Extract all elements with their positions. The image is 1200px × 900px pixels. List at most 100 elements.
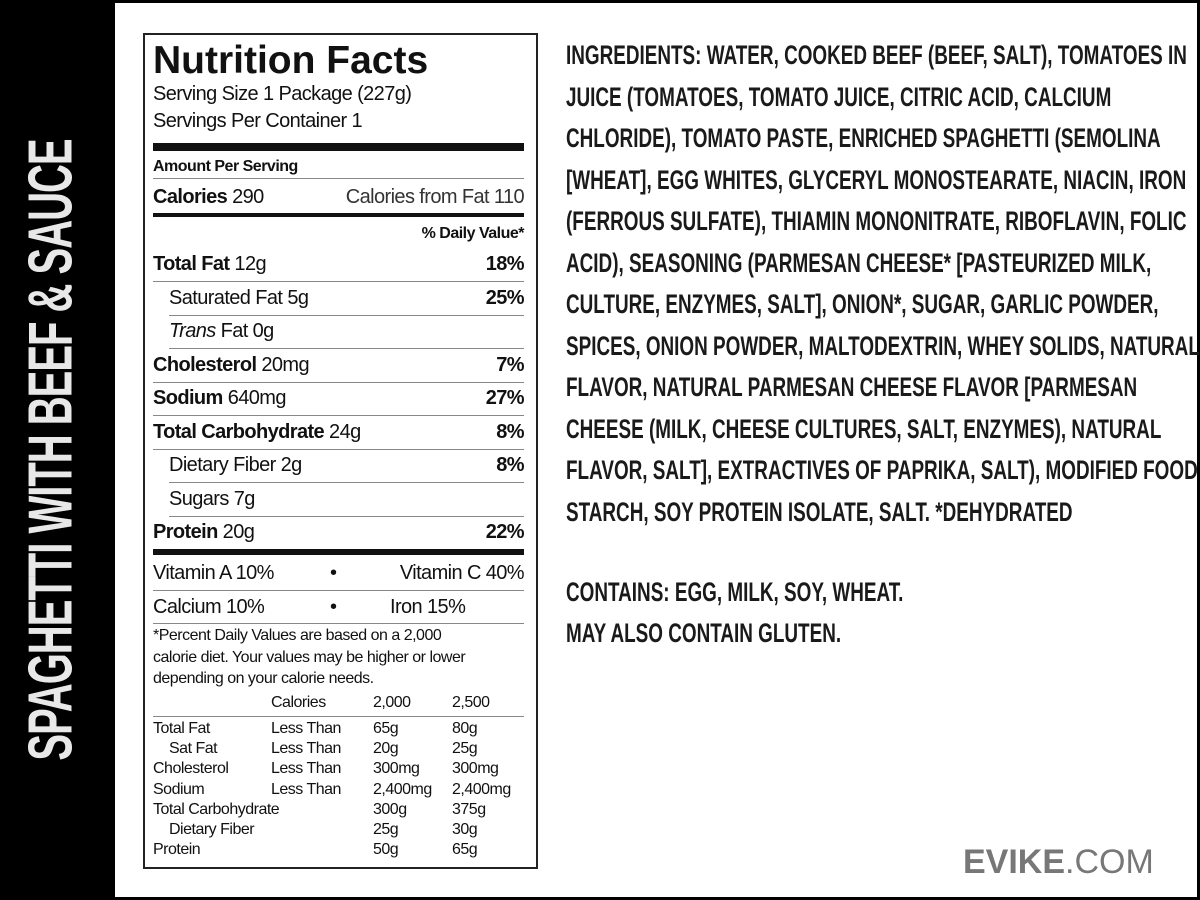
nutrient-row: Saturated Fat 5g	[169, 286, 309, 310]
reference-table-cell: 2,400mg	[452, 780, 511, 798]
reference-table-cell: 80g	[452, 720, 478, 737]
daily-value: 8%	[496, 420, 524, 443]
bullet: •	[330, 562, 337, 584]
divider	[153, 549, 524, 555]
reference-table-cell: 300mg	[452, 760, 499, 778]
serving-size: Serving Size 1 Package (227g)	[153, 83, 412, 105]
reference-table-cell: Sat Fat	[169, 740, 218, 758]
ingredients-text: (FERROUS SULFATE), THIAMIN MONONITRATE, …	[566, 206, 1187, 236]
reference-table-cell: Total Carbohydrate	[153, 800, 280, 818]
calcium: Calcium 10%	[153, 596, 265, 618]
nutrient-name: Dietary Fiber	[169, 454, 276, 476]
ingredients-line: JUICE (TOMATOES, TOMATO JUICE, CITRIC AC…	[566, 82, 1111, 113]
ingredients-line: FLAVOR, SALT], EXTRACTIVES OF PAPRIKA, S…	[566, 455, 1198, 486]
table-header: 2,500	[452, 694, 490, 711]
divider	[153, 415, 524, 416]
ingredients-line: (FERROUS SULFATE), THIAMIN MONONITRATE, …	[566, 206, 1187, 237]
daily-value: 25%	[485, 286, 525, 309]
daily-value: 27%	[485, 387, 525, 409]
ingredients-heading: INGREDIENTS:	[566, 40, 702, 70]
servings-per-container: Servings Per Container 1	[153, 110, 363, 132]
footnote-line: calorie diet. Your values may be higher …	[153, 649, 466, 666]
nutrient-name: Total Carbohydrate	[153, 420, 325, 443]
daily-value: 18%	[485, 253, 525, 275]
ingredients-text: FLAVOR, NATURAL PARMESAN CHEESE FLAVOR […	[566, 372, 1138, 402]
footnote-line: depending on your calorie needs.	[153, 670, 374, 687]
reference-table-cell: Total Fat	[153, 720, 210, 737]
divider	[153, 448, 524, 450]
nutrient-name: Sugars	[169, 487, 229, 510]
reference-table-cell: Protein	[153, 841, 201, 859]
nutrient-row: Dietary Fiber 2g	[169, 454, 302, 477]
divider	[169, 482, 524, 483]
divider	[169, 515, 524, 517]
divider	[153, 213, 524, 217]
divider	[153, 143, 524, 151]
nutrient-row: Total Carbohydrate 24g	[153, 421, 361, 444]
daily-value: 7%	[496, 353, 524, 376]
nutrient-row: Sugars 7g	[169, 488, 255, 511]
nutrient-amount: 640mg	[227, 387, 287, 409]
ingredients-text: STARCH, SOY PROTEIN ISOLATE, SALT. *DEHY…	[566, 496, 1073, 527]
ingredients-line: [WHEAT], EGG WHITES, GLYCERYL MONOSTEARA…	[566, 165, 1186, 196]
calories-row: Calories 290	[153, 186, 264, 208]
reference-table-cell: 50g	[373, 841, 399, 859]
nutrient-amount: 12g	[234, 253, 266, 275]
nutrient-name: Protein	[153, 521, 218, 543]
reference-table-cell: Sodium	[153, 780, 205, 798]
allergen-statement: MAY ALSO CONTAIN GLUTEN.	[566, 618, 842, 648]
ingredients-text: SPICES, ONION POWDER, MALTODEXTRIN, WHEY…	[566, 330, 1200, 361]
ingredients-text: CULTURE, ENZYMES, SALT], ONION*, SUGAR, …	[566, 289, 1159, 319]
ingredients-line: STARCH, SOY PROTEIN ISOLATE, SALT. *DEHY…	[566, 497, 1072, 528]
reference-table-cell: 25g	[373, 821, 399, 838]
daily-value: 8%	[496, 454, 524, 476]
reference-table-cell: Less Than	[271, 760, 341, 778]
ingredients-text: CHEESE (MILK, CHEESE CULTURES, SALT, ENZ…	[566, 413, 1162, 444]
ingredients-line: CULTURE, ENZYMES, SALT], ONION*, SUGAR, …	[566, 289, 1159, 320]
footnote-line: *Percent Daily Values are based on a 2,0…	[153, 627, 442, 644]
calories-from-fat: Calories from Fat 110	[345, 186, 525, 208]
reference-table-cell: Cholesterol	[153, 760, 229, 778]
nutrient-name: Trans	[169, 320, 216, 342]
allergen-statement: CONTAINS: EGG, MILK, SOY, WHEAT.	[566, 577, 904, 607]
divider	[169, 348, 524, 349]
divider	[153, 281, 524, 282]
nutrient-name: Total Fat	[153, 253, 230, 275]
reference-table-cell: Less Than	[271, 720, 341, 737]
amount-per-serving: Amount Per Serving	[153, 158, 298, 175]
divider	[153, 381, 524, 383]
nutrient-row: Cholesterol 20mg	[153, 353, 310, 377]
bullet: •	[330, 596, 337, 618]
ingredients-line: INGREDIENTS: WATER, COOKED BEEF (BEEF, S…	[566, 40, 1187, 71]
divider	[169, 314, 524, 316]
nutrient-row: Total Fat 12g	[153, 253, 267, 276]
reference-table-cell: Dietary Fiber	[169, 821, 255, 838]
nutrient-name: Sodium	[153, 387, 223, 409]
nutrient-row: Sodium 640mg	[153, 387, 286, 410]
reference-table-cell: Less Than	[271, 780, 341, 798]
nutrient-name: Saturated Fat	[169, 286, 283, 309]
reference-table-cell: 300mg	[373, 760, 420, 778]
reference-table-cell: 25g	[452, 740, 478, 758]
label-title: Nutrition Facts	[153, 39, 429, 82]
table-header: Calories	[271, 694, 326, 711]
ingredients-line: FLAVOR, NATURAL PARMESAN CHEESE FLAVOR […	[566, 372, 1137, 403]
reference-table-cell: 375g	[452, 800, 486, 818]
nutrient-amount: 2g	[280, 454, 303, 476]
ingredients-text: WATER, COOKED BEEF (BEEF, SALT), TOMATOE…	[706, 40, 1187, 70]
ingredients-line: SPICES, ONION POWDER, MALTODEXTRIN, WHEY…	[566, 331, 1200, 362]
reference-table-cell: 30g	[452, 821, 478, 838]
reference-table-cell: 65g	[373, 720, 399, 737]
nutrient-name: Cholesterol	[153, 353, 257, 376]
table-header: 2,000	[373, 694, 411, 711]
ingredients-line: CHEESE (MILK, CHEESE CULTURES, SALT, ENZ…	[566, 414, 1161, 445]
reference-table-cell: 2,400mg	[373, 780, 432, 798]
ingredients-text: JUICE (TOMATOES, TOMATO JUICE, CITRIC AC…	[566, 81, 1112, 112]
ingredients-text: FLAVOR, SALT], EXTRACTIVES OF PAPRIKA, S…	[566, 455, 1198, 485]
nutrient-amount: Fat 0g	[220, 320, 275, 342]
nutrition-facts-label: Nutrition Facts Serving Size 1 Package (…	[143, 33, 538, 869]
daily-value-header: % Daily Value*	[421, 225, 525, 242]
reference-table-cell: 300g	[373, 800, 407, 818]
nutrient-amount: 7g	[233, 487, 256, 510]
vitamin-a: Vitamin A 10%	[153, 562, 274, 584]
